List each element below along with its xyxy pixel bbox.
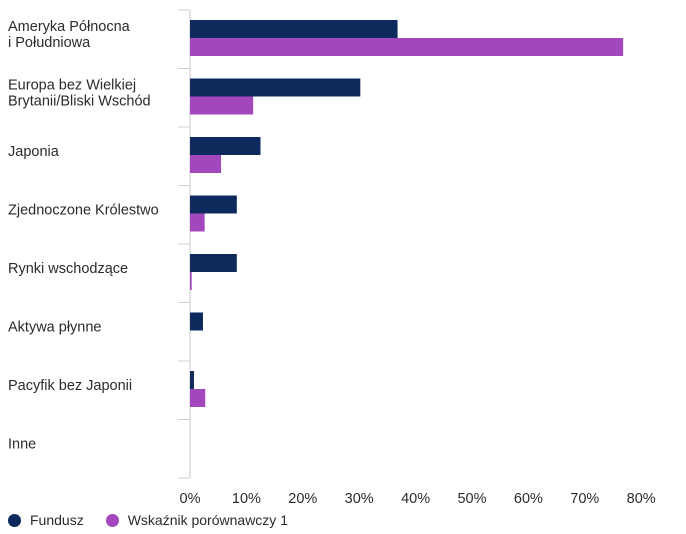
bar-fundusz <box>190 254 237 272</box>
legend-marker <box>105 513 119 527</box>
bar-fundusz <box>190 371 194 389</box>
x-tick-label: 40% <box>401 491 430 505</box>
legend: Fundusz Wskaźnik porównawczy 1 <box>8 512 310 528</box>
bar-benchmark <box>190 272 192 290</box>
x-tick-label: 50% <box>457 491 486 505</box>
legend-label: Wskaźnik porównawczy 1 <box>127 512 288 528</box>
category-labels: Ameryka Północna i Południowa Europa bez W… <box>8 19 159 453</box>
legend-marker <box>8 513 21 527</box>
bar-fundusz <box>190 137 261 155</box>
bar-benchmark <box>190 155 222 173</box>
x-tick-label: 60% <box>514 491 543 505</box>
legend-item: Wskaźnik porównawczy 1 <box>105 512 288 528</box>
bar-benchmark <box>190 389 206 407</box>
legend-item: Fundusz <box>8 512 84 528</box>
category-label: Pacyfik bez Japonii <box>8 378 132 394</box>
bar-benchmark <box>190 38 624 56</box>
category-label: Zjednoczone Królestwo <box>8 203 159 219</box>
category-label: Europa bez Wielkiej Brytanii/Bliski Wschó… <box>8 78 151 110</box>
x-tick-label: 80% <box>627 491 656 505</box>
bars <box>190 20 624 407</box>
bar-chart: Ameryka Północna i Południowa Europa bez W… <box>8 9 656 505</box>
bar-benchmark <box>190 213 205 232</box>
x-tick-label: 70% <box>570 491 599 505</box>
bar-fundusz <box>190 78 361 97</box>
bar-fundusz <box>190 312 203 331</box>
category-label: Rynki wschodzące <box>8 261 128 277</box>
x-axis-ticks: 0% 10% 20% 30% 40% 50% 60% 70% 80% <box>180 491 656 505</box>
category-label: Japonia <box>8 144 60 160</box>
category-label: Inne <box>8 437 36 453</box>
bar-fundusz <box>190 20 398 38</box>
bar-fundusz <box>190 195 237 214</box>
category-label: Ameryka Północna i Południowa <box>8 19 131 51</box>
x-tick-label: 0% <box>180 491 201 505</box>
x-tick-label: 30% <box>345 491 374 505</box>
x-tick-label: 10% <box>232 491 261 505</box>
x-tick-label: 20% <box>288 491 317 505</box>
legend-label: Fundusz <box>30 512 84 528</box>
category-label: Aktywa płynne <box>8 320 102 336</box>
bar-benchmark <box>190 96 254 115</box>
category-separators <box>178 9 190 479</box>
